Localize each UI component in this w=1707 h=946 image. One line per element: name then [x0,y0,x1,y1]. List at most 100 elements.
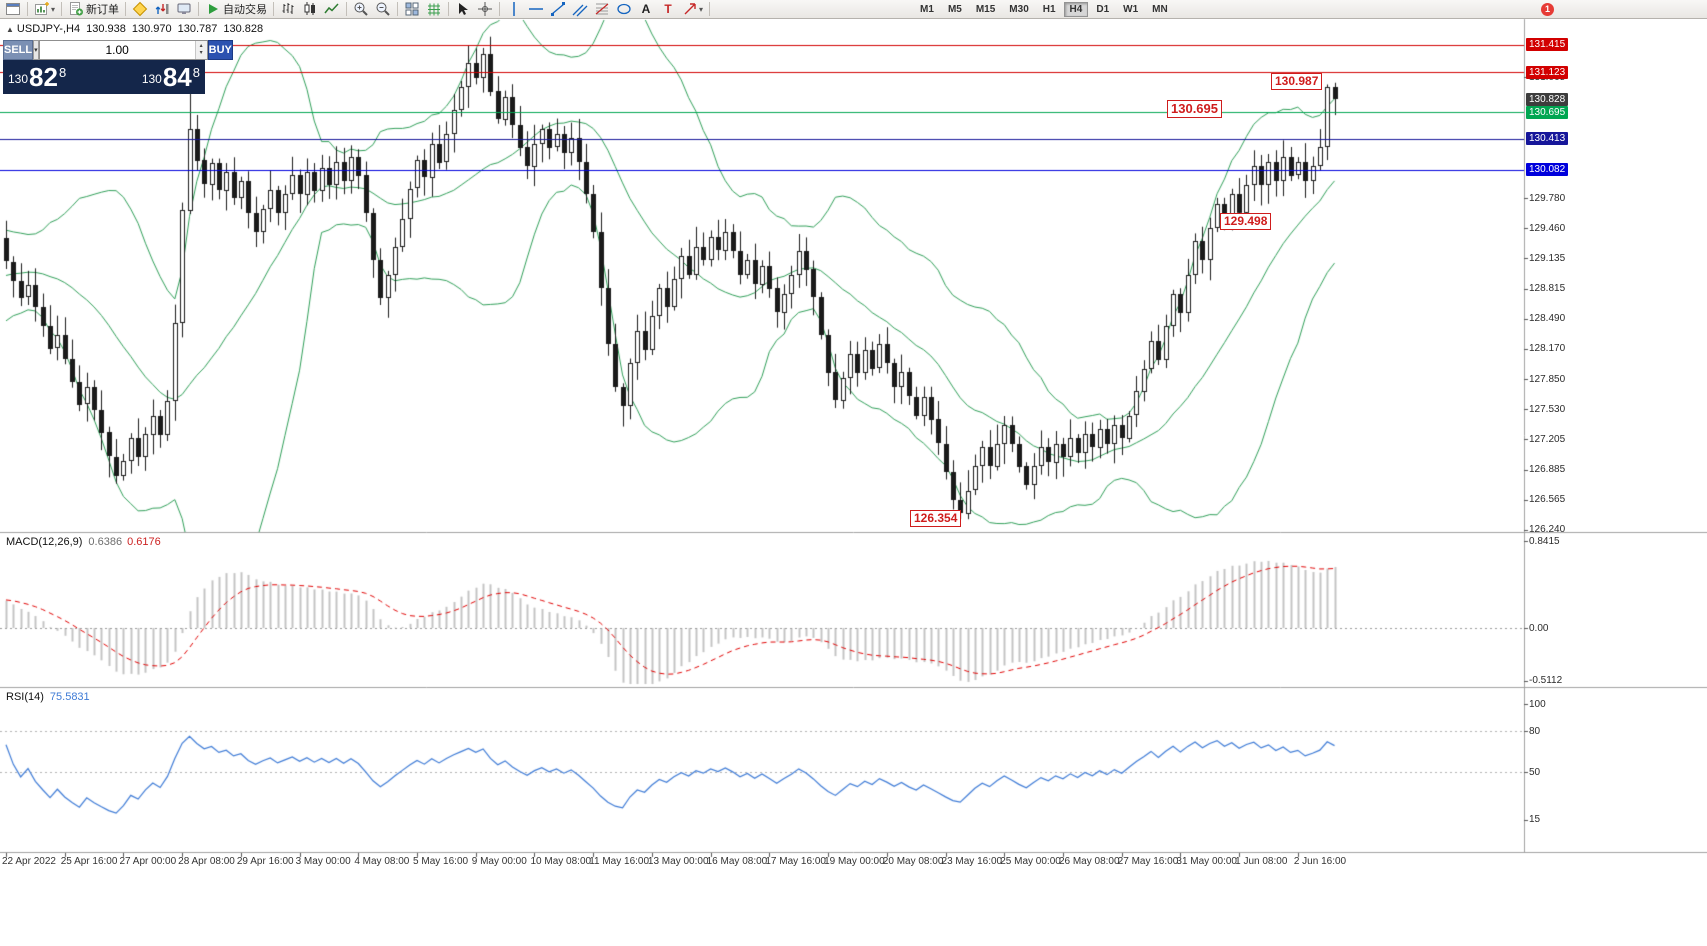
zoom-in-icon [353,1,369,17]
toolbar-separator [709,2,711,16]
arrow-button[interactable]: ▾ [679,0,706,18]
ellipse-icon [616,1,632,17]
spinner-down-icon[interactable]: ▾ [199,50,203,56]
grid-icon [426,1,442,17]
buy-price-base: 130 [141,72,162,86]
rsi-value: 75.5831 [49,691,90,703]
channel-button[interactable] [569,0,591,18]
auto-trading-icon [205,1,221,17]
text-label-button[interactable]: T [657,0,679,18]
timeframe-h1-button[interactable]: H1 [1042,3,1056,15]
market-watch-button[interactable] [151,0,173,18]
new-order-button[interactable]: 新订单 [65,0,122,18]
toolbar-separator [273,2,275,16]
fibonacci-button[interactable] [591,0,613,18]
sell-price-pips: 82 [29,62,58,92]
buy-button[interactable]: BUY [207,40,233,60]
toolbar-separator [448,2,450,16]
tile-windows-icon [404,1,420,17]
text-button[interactable]: A [635,0,657,18]
text-label-icon: T [660,1,676,17]
macd-value: 0.6386 [88,536,123,548]
chart-window-button[interactable] [2,0,24,18]
macd-indicator-label: MACD(12,26,9) 0.6386 0.6176 [6,536,161,548]
ohlc-low: 130.787 [177,23,218,35]
rsi-indicator-label: RSI(14) 75.5831 [6,691,90,703]
symbol-info: ▲ USDJPY-,H4 130.938 130.970 130.787 130.828 [6,23,263,35]
trade-panel-prices: 130 82 8 130 84 8 [3,60,205,94]
timeframe-m1-button[interactable]: M1 [920,3,934,15]
toolbar-separator [61,2,63,16]
new-chart-icon [34,1,50,17]
toolbar: ▾ 新订单 自动交易 A T ▾ M1 M5 M15 M30 H1 H4 D1 W1 MN [0,0,1707,19]
ohlc-high: 130.970 [131,23,172,35]
zoom-out-button[interactable] [372,0,394,18]
toolbar-group-apps [129,0,195,19]
buy-price-pips: 84 [162,62,192,92]
ellipse-button[interactable] [613,0,635,18]
toolbar-separator [198,2,200,16]
chart-bars-button[interactable] [277,0,299,18]
toolbar-separator [125,2,127,16]
macd-title: MACD(12,26,9) [6,536,83,548]
sell-button[interactable]: SELL [3,40,34,60]
toolbar-group-order: 新订单 [65,0,122,19]
timeframe-m30-button[interactable]: M30 [1009,3,1029,15]
channel-icon [572,1,588,17]
timeframe-mn-button[interactable]: MN [1152,3,1168,15]
chart-line-button[interactable] [321,0,343,18]
zoom-out-icon [375,1,391,17]
toolbar-separator [27,2,28,16]
buy-price-point: 8 [192,65,200,80]
horizontal-line-button[interactable] [525,0,547,18]
volume-spinner[interactable]: ▴ ▾ [194,41,207,59]
timeframe-m5-button[interactable]: M5 [947,3,962,15]
zoom-in-button[interactable] [350,0,372,18]
volume-field: ▴ ▾ [38,40,208,60]
toolbar-group-timeframes: M1 M5 M15 M30 H1 H4 D1 W1 MN [913,0,1175,19]
chart-bars-icon [280,1,296,17]
timeframe-d1-button[interactable]: D1 [1096,3,1110,15]
symbol-marker-icon: ▲ [6,25,14,34]
vertical-line-button[interactable] [503,0,525,18]
timeframe-h4-button[interactable]: H4 [1063,1,1089,17]
crosshair-icon [477,1,493,17]
rsi-title: RSI(14) [6,691,44,703]
buy-price[interactable]: 130 84 8 [142,64,200,90]
trendline-button[interactable] [547,0,569,18]
timeframe-w1-button[interactable]: W1 [1123,3,1139,15]
sell-price[interactable]: 130 82 8 [8,64,66,90]
auto-trading-button[interactable]: 自动交易 [202,0,270,18]
tile-windows-button[interactable] [401,0,423,18]
grid-button[interactable] [423,0,445,18]
volume-options-caret[interactable]: ▾ [33,40,39,60]
new-order-icon [68,1,84,17]
terminal-icon [176,1,192,17]
chart-candles-button[interactable] [299,0,321,18]
auto-trading-label: 自动交易 [223,4,268,16]
metaeditor-button[interactable] [129,0,151,18]
macd-signal-value: 0.6176 [127,536,161,548]
timeframe-m15-button[interactable]: M15 [975,3,996,15]
svg-text:A: A [642,2,651,16]
spinner-up-icon[interactable]: ▴ [199,43,203,49]
new-chart-button[interactable]: ▾ [31,0,58,18]
ohlc-close: 130.828 [223,23,264,35]
horizontal-line-icon [528,1,544,17]
cursor-button[interactable] [452,0,474,18]
notification-badge[interactable]: 1 [1541,3,1554,16]
volume-input[interactable] [39,41,195,59]
metaeditor-icon [132,1,148,17]
market-watch-icon [154,1,170,17]
chart-candles-icon [302,1,318,17]
crosshair-button[interactable] [474,0,496,18]
toolbar-separator [346,2,348,16]
chart-window-icon [5,1,21,17]
toolbar-group-cursor [452,0,496,19]
toolbar-group-chart-type [277,0,343,19]
toolbar-group-window [2,0,24,19]
toolbar-separator [397,2,399,16]
terminal-button[interactable] [173,0,195,18]
